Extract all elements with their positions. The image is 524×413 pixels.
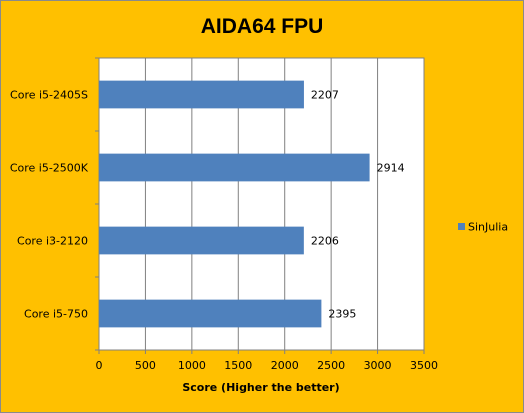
x-tick-label: 0: [96, 359, 103, 372]
data-label: 2207: [311, 89, 339, 102]
category-labels: Core i5-2405S Core i5-2500K Core i3-2120 Co…: [10, 89, 89, 321]
legend-swatch: [458, 223, 465, 230]
data-label: 2206: [311, 235, 339, 248]
bar: [99, 299, 322, 328]
data-label: 2914: [377, 162, 405, 175]
legend-label: SinJulia: [468, 221, 508, 234]
category-label: Core i5-2405S: [10, 89, 88, 102]
bar: [99, 80, 304, 109]
category-label: Core i5-2500K: [10, 162, 89, 175]
category-label: Core i5-750: [24, 308, 88, 321]
data-labels: 2207 2914 2206 2395: [311, 89, 405, 321]
legend: SinJulia: [458, 221, 508, 234]
x-tick-label: 2000: [271, 359, 299, 372]
x-tick-label: 2500: [317, 359, 345, 372]
x-tick-label: 3500: [410, 359, 438, 372]
x-tick-label: 500: [135, 359, 156, 372]
x-axis-title: Score (Higher the better): [182, 381, 339, 394]
x-tick-label: 1000: [178, 359, 206, 372]
category-label: Core i3-2120: [17, 235, 88, 248]
x-tick-label: 3000: [364, 359, 392, 372]
bar: [99, 226, 304, 255]
x-tick-label: 1500: [224, 359, 252, 372]
chart-title: AIDA64 FPU: [200, 15, 324, 38]
x-tick-labels: 0 500 1000 1500 2000 2500 3000 3500: [96, 359, 439, 372]
bars: [99, 80, 370, 328]
bar: [99, 153, 370, 182]
data-label: 2395: [328, 308, 356, 321]
